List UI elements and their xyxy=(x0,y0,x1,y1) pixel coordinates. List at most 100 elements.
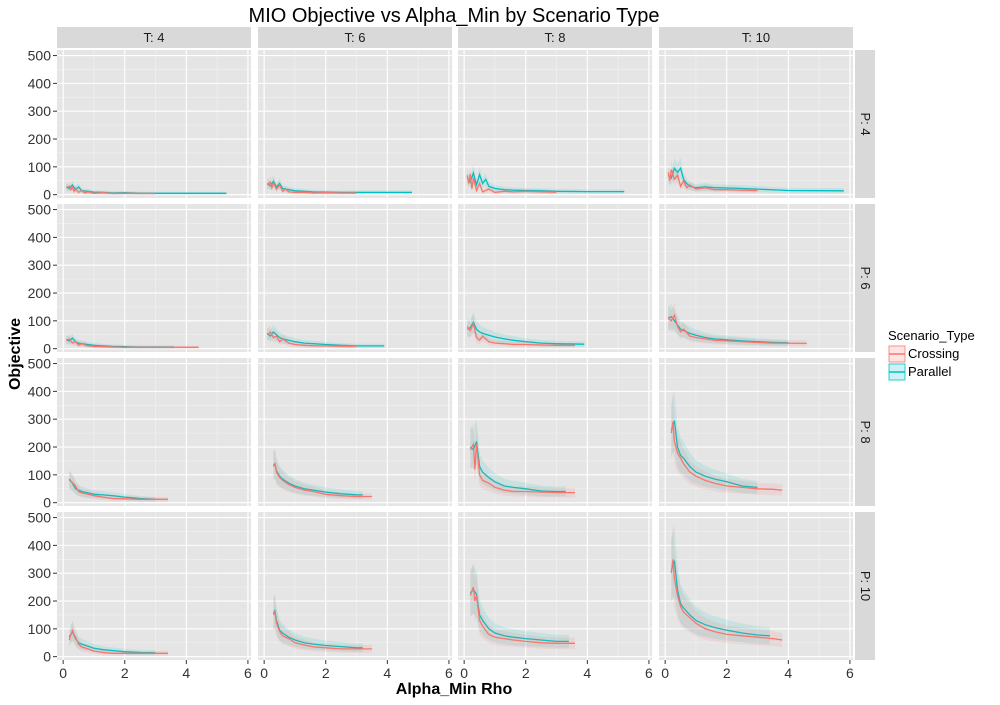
x-axis-title: Alpha_Min Rho xyxy=(396,681,513,698)
legend-label-parallel: Parallel xyxy=(908,364,951,379)
panel-background xyxy=(659,50,853,198)
y-tick-label: 500 xyxy=(28,48,52,64)
series-ribbon-parallel xyxy=(273,593,363,652)
facet-panel xyxy=(57,512,251,660)
y-tick-label: 300 xyxy=(28,257,52,273)
col-strip-label: T: 10 xyxy=(742,30,770,45)
series-line-crossing xyxy=(469,586,575,644)
y-tick-label: 100 xyxy=(28,621,52,637)
series-ribbon-crossing xyxy=(267,176,357,195)
facet-panel xyxy=(57,358,251,506)
x-tick-label: 0 xyxy=(260,665,268,681)
x-tick-label: 4 xyxy=(182,665,190,681)
panel-background xyxy=(57,358,251,506)
x-tick-label: 6 xyxy=(244,665,252,681)
series-line-crossing xyxy=(68,628,168,654)
series-ribbon-crossing xyxy=(671,392,783,496)
legend-title: Scenario_Type xyxy=(888,328,975,343)
row-strip-label: P: 4 xyxy=(858,112,873,135)
series-ribbon-parallel xyxy=(671,390,758,494)
series-line-parallel xyxy=(667,315,789,344)
panel-background xyxy=(458,358,652,506)
panel-background xyxy=(458,50,652,198)
col-strip-label: T: 8 xyxy=(545,30,566,45)
facet-panel xyxy=(659,204,853,352)
chart-title: MIO Objective vs Alpha_Min by Scenario T… xyxy=(249,5,660,27)
series-line-crossing xyxy=(670,559,783,641)
facet-panel xyxy=(57,50,251,198)
x-tick-label: 2 xyxy=(723,665,731,681)
y-tick-label: 0 xyxy=(43,649,51,665)
series-line-parallel xyxy=(469,588,569,643)
series-ribbon-parallel xyxy=(470,418,566,497)
series-ribbon-crossing xyxy=(66,334,199,349)
facet-panel xyxy=(258,204,452,352)
series-line-crossing xyxy=(667,169,758,192)
y-tick-label: 0 xyxy=(43,495,51,511)
x-tick-label: 2 xyxy=(121,665,129,681)
legend: Scenario_Type Crossing Parallel xyxy=(888,328,975,381)
panel-background xyxy=(258,50,452,198)
facet-panel xyxy=(458,358,652,506)
y-tick-label: 0 xyxy=(43,341,51,357)
facet-panel xyxy=(458,512,652,660)
series-line-crossing xyxy=(266,180,357,194)
panels-layer: T: 4 T: 6 T: 8 T: 10P: 4P: 6P: 8P: 10010020… xyxy=(28,27,875,681)
x-tick-label: 6 xyxy=(645,665,653,681)
series-line-crossing xyxy=(466,173,557,194)
y-tick-label: 300 xyxy=(28,103,52,119)
series-line-parallel xyxy=(266,331,385,347)
facet-panel xyxy=(659,512,853,660)
series-line-crossing xyxy=(266,330,357,347)
y-tick-label: 300 xyxy=(28,565,52,581)
facet-panel xyxy=(258,50,452,198)
panel-background xyxy=(57,50,251,198)
series-ribbon-parallel xyxy=(470,565,569,648)
series-line-parallel xyxy=(670,420,758,489)
col-strip-label: T: 4 xyxy=(144,30,165,45)
series-line-crossing xyxy=(68,479,168,500)
facet-panel xyxy=(258,358,452,506)
panel-background xyxy=(258,358,452,506)
series-line-parallel xyxy=(68,478,156,500)
y-tick-label: 400 xyxy=(28,75,52,91)
series-ribbon-parallel xyxy=(668,157,844,194)
series-ribbon-crossing xyxy=(273,595,372,653)
row-strip xyxy=(855,50,875,198)
legend-label-crossing: Crossing xyxy=(908,346,959,361)
series-line-crossing xyxy=(466,321,575,346)
x-tick-label: 2 xyxy=(322,665,330,681)
y-tick-label: 400 xyxy=(28,229,52,245)
y-tick-label: 200 xyxy=(28,285,52,301)
series-ribbon-crossing xyxy=(671,524,783,647)
series-line-crossing xyxy=(670,421,783,491)
panel-background xyxy=(57,512,251,660)
facet-panel xyxy=(659,358,853,506)
col-strip-label: T: 6 xyxy=(345,30,366,45)
x-tick-label: 4 xyxy=(784,665,792,681)
x-tick-label: 0 xyxy=(661,665,669,681)
x-tick-label: 6 xyxy=(846,665,854,681)
series-line-crossing xyxy=(65,185,156,195)
series-ribbon-crossing xyxy=(273,449,372,500)
y-tick-label: 200 xyxy=(28,131,52,147)
series-line-parallel xyxy=(466,170,625,193)
col-strip xyxy=(57,27,251,48)
x-tick-label: 6 xyxy=(445,665,453,681)
x-tick-label: 2 xyxy=(522,665,530,681)
series-ribbon-crossing xyxy=(467,165,557,195)
col-strip xyxy=(258,27,452,48)
panel-background xyxy=(458,204,652,352)
facet-panel xyxy=(458,50,652,198)
row-strip-label: P: 8 xyxy=(858,420,873,443)
panel-background xyxy=(258,512,452,660)
panel-background xyxy=(659,204,853,352)
row-strip-label: P: 10 xyxy=(858,571,873,601)
series-ribbon-parallel xyxy=(267,175,412,195)
series-line-crossing xyxy=(272,461,372,498)
series-ribbon-crossing xyxy=(467,313,575,348)
series-ribbon-parallel xyxy=(66,180,227,195)
series-ribbon-crossing xyxy=(470,422,575,498)
x-tick-label: 0 xyxy=(460,665,468,681)
